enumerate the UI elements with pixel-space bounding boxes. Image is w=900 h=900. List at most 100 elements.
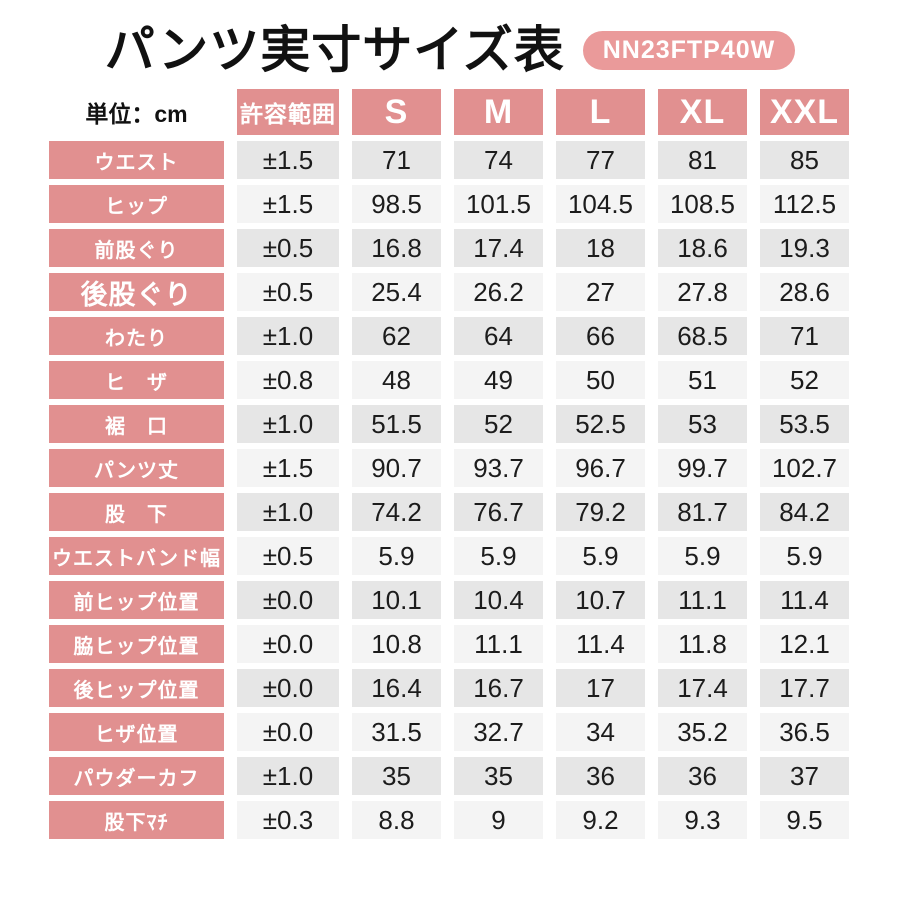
size-value-cell: 5.9 [352, 537, 441, 575]
size-value-cell: 17.7 [760, 669, 849, 707]
size-value-cell: 81 [658, 141, 747, 179]
size-value-cell: 98.5 [352, 185, 441, 223]
size-value-cell: 27 [556, 273, 645, 311]
size-value-cell: 18.6 [658, 229, 747, 267]
tolerance-cell: ±0.0 [237, 581, 339, 619]
model-code-badge: NN23FTP40W [582, 30, 796, 70]
size-value-cell: 9.3 [658, 801, 747, 839]
size-value-cell: 85 [760, 141, 849, 179]
size-value-cell: 108.5 [658, 185, 747, 223]
size-value-cell: 35 [352, 757, 441, 795]
size-value-cell: 10.4 [454, 581, 543, 619]
size-value-cell: 76.7 [454, 493, 543, 531]
size-value-cell: 10.1 [352, 581, 441, 619]
size-value-cell: 36.5 [760, 713, 849, 751]
size-value-cell: 50 [556, 361, 645, 399]
spec-row-label: ウエストバンド幅 [49, 537, 224, 575]
tolerance-cell: ±1.0 [237, 757, 339, 795]
size-value-cell: 74 [454, 141, 543, 179]
unit-label: 単位：cm [85, 101, 188, 127]
size-value-cell: 9 [454, 801, 543, 839]
size-value-cell: 5.9 [760, 537, 849, 575]
size-value-cell: 36 [658, 757, 747, 795]
size-value-cell: 77 [556, 141, 645, 179]
spec-row-label: 後股ぐり [49, 273, 224, 311]
tolerance-cell: ±0.8 [237, 361, 339, 399]
size-value-cell: 99.7 [658, 449, 747, 487]
size-value-cell: 37 [760, 757, 849, 795]
size-value-cell: 51 [658, 361, 747, 399]
size-value-cell: 112.5 [760, 185, 849, 223]
size-value-cell: 53.5 [760, 405, 849, 443]
size-value-cell: 17 [556, 669, 645, 707]
size-value-cell: 5.9 [556, 537, 645, 575]
size-value-cell: 26.2 [454, 273, 543, 311]
size-value-cell: 18 [556, 229, 645, 267]
size-value-cell: 51.5 [352, 405, 441, 443]
size-column-header: S [352, 89, 441, 135]
size-value-cell: 79.2 [556, 493, 645, 531]
spec-row-label: 後ヒップ位置 [49, 669, 224, 707]
tolerance-cell: ±1.5 [237, 185, 339, 223]
size-column-header: L [556, 89, 645, 135]
size-value-cell: 102.7 [760, 449, 849, 487]
size-value-cell: 62 [352, 317, 441, 355]
size-value-cell: 11.1 [454, 625, 543, 663]
size-value-cell: 16.7 [454, 669, 543, 707]
size-value-cell: 9.2 [556, 801, 645, 839]
size-value-cell: 68.5 [658, 317, 747, 355]
spec-row-label: ヒ ザ [49, 361, 224, 399]
size-column-header: M [454, 89, 543, 135]
size-value-cell: 35.2 [658, 713, 747, 751]
spec-row-label: 前ヒップ位置 [49, 581, 224, 619]
size-value-cell: 17.4 [658, 669, 747, 707]
size-value-cell: 64 [454, 317, 543, 355]
size-value-cell: 93.7 [454, 449, 543, 487]
size-value-cell: 5.9 [454, 537, 543, 575]
spec-row-label: 脇ヒップ位置 [49, 625, 224, 663]
size-value-cell: 17.4 [454, 229, 543, 267]
size-value-cell: 35 [454, 757, 543, 795]
spec-row-label: パンツ丈 [49, 449, 224, 487]
size-value-cell: 8.8 [352, 801, 441, 839]
spec-row-label: 股 下 [49, 493, 224, 531]
size-value-cell: 25.4 [352, 273, 441, 311]
size-value-cell: 27.8 [658, 273, 747, 311]
size-value-cell: 36 [556, 757, 645, 795]
size-value-cell: 49 [454, 361, 543, 399]
size-column-header: XL [658, 89, 747, 135]
spec-row-label: パウダーカフ [49, 757, 224, 795]
size-value-cell: 84.2 [760, 493, 849, 531]
size-value-cell: 10.8 [352, 625, 441, 663]
tolerance-cell: ±0.3 [237, 801, 339, 839]
spec-row-label: 股下ﾏﾁ [49, 801, 224, 839]
size-value-cell: 71 [352, 141, 441, 179]
size-value-cell: 96.7 [556, 449, 645, 487]
tolerance-cell: ±0.5 [237, 229, 339, 267]
size-value-cell: 52 [760, 361, 849, 399]
size-value-cell: 104.5 [556, 185, 645, 223]
size-value-cell: 11.8 [658, 625, 747, 663]
spec-row-label: ヒップ [49, 185, 224, 223]
tolerance-cell: ±0.5 [237, 273, 339, 311]
size-value-cell: 90.7 [352, 449, 441, 487]
size-value-cell: 81.7 [658, 493, 747, 531]
page-header: パンツ実寸サイズ表 NN23FTP40W [0, 0, 900, 77]
size-value-cell: 9.5 [760, 801, 849, 839]
size-value-cell: 101.5 [454, 185, 543, 223]
size-value-cell: 28.6 [760, 273, 849, 311]
tolerance-cell: ±1.0 [237, 493, 339, 531]
size-value-cell: 52.5 [556, 405, 645, 443]
spec-row-label: 裾 口 [49, 405, 224, 443]
size-value-cell: 71 [760, 317, 849, 355]
size-value-cell: 11.4 [760, 581, 849, 619]
spec-row-label: 前股ぐり [49, 229, 224, 267]
spec-row-label: ヒザ位置 [49, 713, 224, 751]
size-value-cell: 16.4 [352, 669, 441, 707]
size-value-cell: 31.5 [352, 713, 441, 751]
size-spec-table: 単位：cm 許容範囲 S M L XL XXL ウエスト ±1.5 71 74 77 81 85 ヒップ… [49, 89, 849, 839]
tolerance-cell: ±0.0 [237, 713, 339, 751]
size-value-cell: 32.7 [454, 713, 543, 751]
tolerance-cell: ±1.0 [237, 405, 339, 443]
tolerance-cell: ±0.0 [237, 669, 339, 707]
